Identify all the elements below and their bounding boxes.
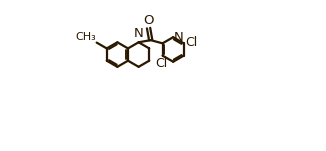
Text: N: N <box>134 27 144 40</box>
Text: O: O <box>143 14 154 27</box>
Text: N: N <box>174 31 183 44</box>
Text: CH₃: CH₃ <box>75 32 96 42</box>
Text: Cl: Cl <box>185 36 198 49</box>
Text: Cl: Cl <box>156 57 168 70</box>
